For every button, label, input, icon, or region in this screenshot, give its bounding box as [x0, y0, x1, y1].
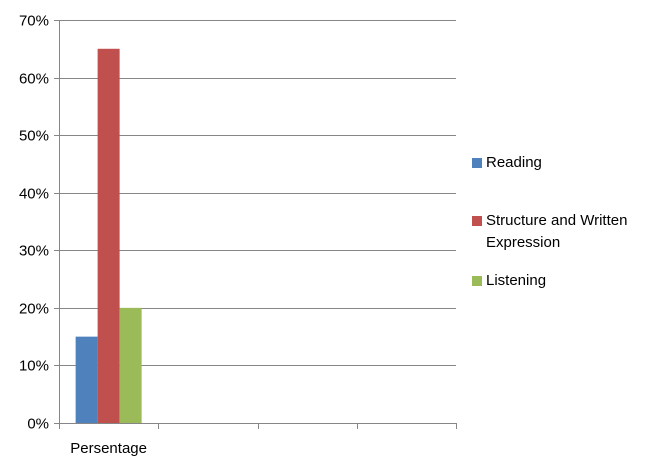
legend-swatch-reading — [472, 158, 482, 168]
y-tick-label: 40% — [19, 186, 49, 203]
legend-item-listening: Listening — [472, 270, 546, 292]
y-tick-label: 0% — [27, 416, 49, 433]
y-tick-label: 70% — [19, 13, 49, 30]
x-tick-label: Persentage — [70, 440, 147, 457]
bar-structure-and-written-expression — [97, 48, 120, 424]
y-axis-ticks: 0% 10% 20% 30% 40% 50% 60% 70% — [19, 13, 59, 433]
legend-label-structure: Structure and Written Expression — [486, 212, 628, 251]
bar-listening — [119, 307, 142, 423]
legend-label-listening: Listening — [486, 272, 547, 289]
legend-label-reading: Reading — [486, 154, 542, 171]
bars — [75, 48, 142, 424]
y-tick-label: 30% — [19, 243, 49, 260]
x-axis-ticks: Persentage — [59, 423, 457, 457]
y-tick-label: 60% — [19, 71, 49, 88]
axes — [59, 20, 456, 424]
legend-item-reading: Reading — [472, 152, 542, 174]
y-tick-label: 50% — [19, 128, 49, 145]
y-tick-label: 20% — [19, 301, 49, 318]
bar-reading — [75, 336, 98, 423]
legend-item-structure: Structure and Written Expression — [472, 210, 650, 254]
y-tick-label: 10% — [19, 358, 49, 375]
legend-swatch-structure — [472, 216, 482, 226]
legend-swatch-listening — [472, 276, 482, 286]
